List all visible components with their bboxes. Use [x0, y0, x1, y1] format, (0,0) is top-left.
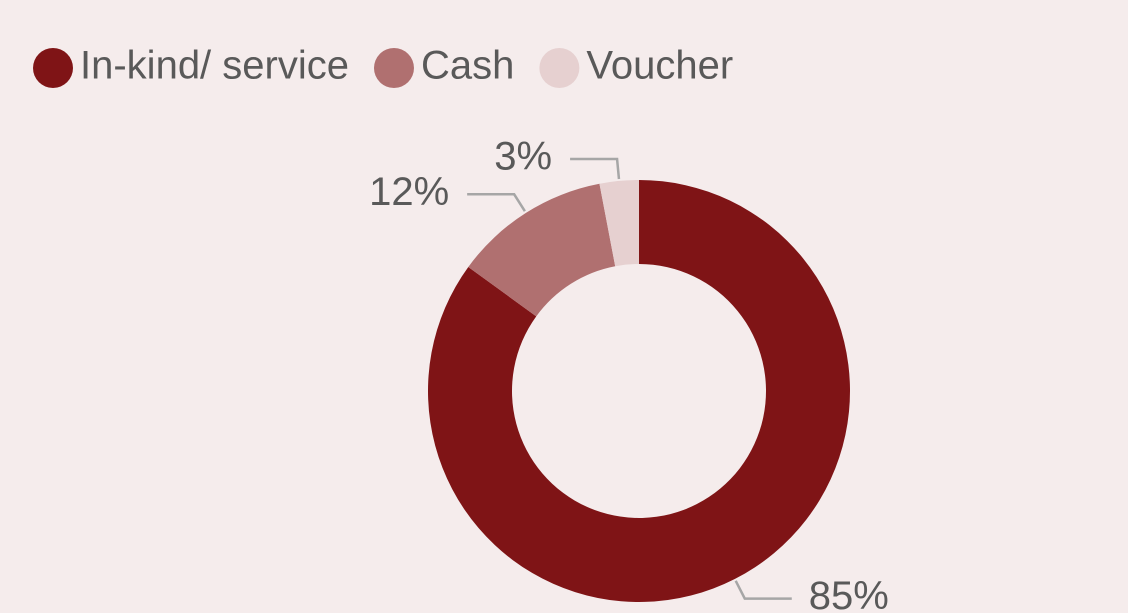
leader-line [734, 580, 792, 600]
leader-line [570, 157, 621, 180]
donut-segment [599, 180, 639, 267]
legend-swatch [539, 48, 580, 88]
legend-swatch [373, 48, 414, 88]
donut-segment [428, 180, 851, 602]
data-label: 85% [809, 574, 889, 613]
data-label: 12% [369, 170, 449, 214]
legend-label: Cash [421, 44, 514, 88]
leader-line [467, 193, 526, 212]
legend-label: Voucher [586, 44, 733, 88]
donut-segment [468, 183, 616, 317]
legend-swatch [33, 48, 73, 88]
legend-label: In-kind/ service [80, 44, 349, 88]
data-label: 3% [494, 135, 552, 179]
